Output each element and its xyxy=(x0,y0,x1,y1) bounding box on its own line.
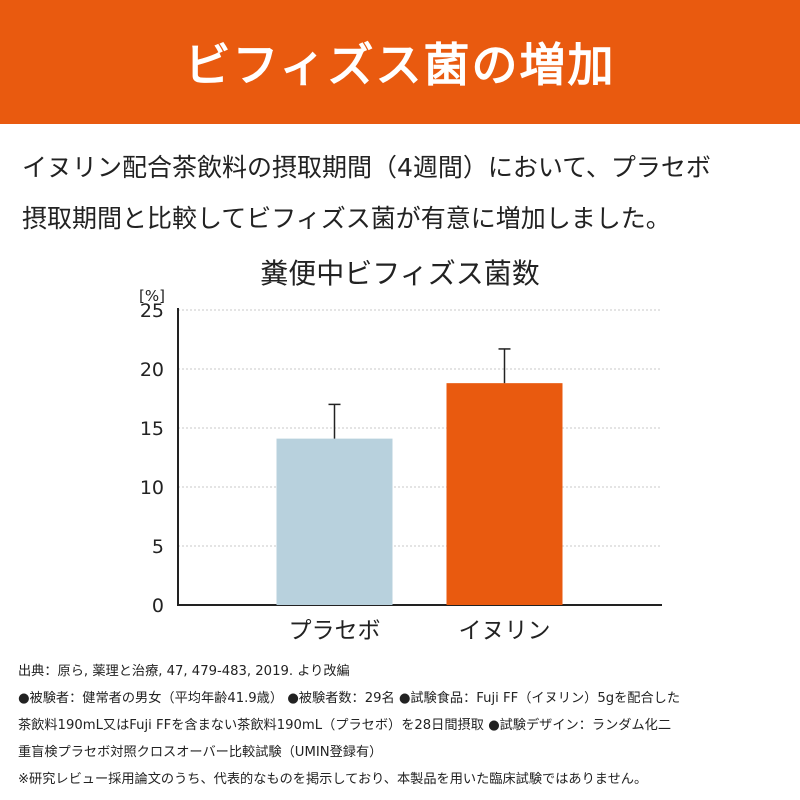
chart-title: 糞便中ビフィズス菌数 xyxy=(260,257,540,290)
lead-line-1: イヌリン配合茶飲料の摂取期間（4週間）において、プラセボ xyxy=(22,153,711,182)
x-tick-label: イヌリン xyxy=(459,618,551,644)
y-tick-label: 0 xyxy=(152,595,164,617)
source-note: 出典：原ら, 薬理と治療, 47, 479-483, 2019. より改編 xyxy=(18,664,350,679)
study-note-1: ●被験者：健常者の男女（平均年齢41.9歳） ●被験者数：29名 ●試験食品：F… xyxy=(18,691,681,706)
banner-title: ビフィズス菌の増加 xyxy=(184,38,616,92)
study-note-2: 茶飲料190mL又はFuji FFを含まない茶飲料190mL（プラセボ）を28日… xyxy=(18,718,672,733)
header-banner: ビフィズス菌の増加 xyxy=(0,0,800,124)
study-note-3: 重盲検プラセボ対照クロスオーバー比較試験（UMIN登録有） xyxy=(18,745,383,760)
y-axis-label: [%] xyxy=(139,287,165,305)
bar-inulin xyxy=(446,383,563,605)
lead-line-2: 摂取期間と比較してビフィズス菌が有意に増加しました。 xyxy=(22,204,671,233)
y-tick-label: 20 xyxy=(140,359,164,381)
footnotes: 出典：原ら, 薬理と治療, 47, 479-483, 2019. より改編 ●被… xyxy=(18,658,794,793)
bar-placebo xyxy=(276,438,393,605)
y-tick-label: 5 xyxy=(152,536,164,558)
y-tick-label: 15 xyxy=(140,418,164,440)
disclaimer-note: ※研究レビュー採用論文のうち、代表的なものを掲示しており、本製品を用いた臨床試験… xyxy=(18,772,648,787)
lead-text: イヌリン配合茶飲料の摂取期間（4週間）において、プラセボ 摂取期間と比較してビフ… xyxy=(22,142,792,244)
y-tick-label: 10 xyxy=(140,477,164,499)
y-tick-label: 25 xyxy=(140,300,164,322)
x-tick-label: プラセボ xyxy=(289,618,381,644)
